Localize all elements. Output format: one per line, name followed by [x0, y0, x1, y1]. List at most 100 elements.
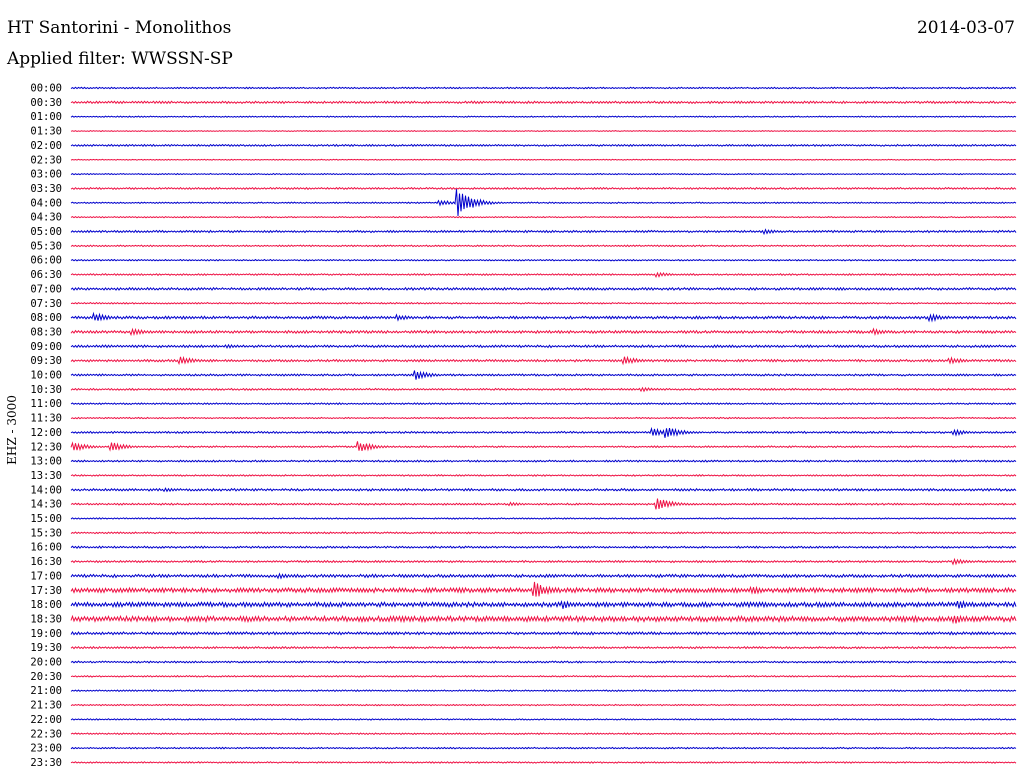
row-time-label: 09:00	[30, 341, 62, 353]
row-time-label: 18:00	[30, 599, 62, 611]
row-time-label: 08:30	[30, 326, 62, 338]
row-time-label: 10:30	[30, 384, 62, 396]
row-time-label: 14:30	[30, 499, 62, 511]
trace-line	[70, 186, 1017, 191]
row-time-label: 12:00	[30, 427, 62, 439]
row-time-label: 19:30	[30, 642, 62, 654]
trace-line	[70, 100, 1017, 105]
trace-line	[70, 441, 1017, 452]
trace-line	[70, 718, 1017, 721]
row-time-label: 02:30	[30, 154, 62, 166]
row-time-label: 17:30	[30, 585, 62, 597]
row-time-label: 22:30	[30, 728, 62, 740]
trace-line	[70, 215, 1017, 219]
trace-line	[70, 746, 1017, 750]
row-time-label: 11:30	[30, 413, 62, 425]
row-time-label: 11:00	[30, 398, 62, 410]
trace-line	[70, 674, 1017, 678]
row-time-label: 04:00	[30, 197, 62, 209]
trace-line	[70, 130, 1017, 133]
trace-line	[70, 459, 1017, 463]
row-time-label: 00:30	[30, 97, 62, 109]
trace-line	[70, 386, 1017, 393]
trace-line	[70, 355, 1017, 366]
row-time-label: 07:30	[30, 298, 62, 310]
trace-line	[70, 286, 1017, 292]
row-time-label: 20:00	[30, 657, 62, 669]
trace-line	[70, 645, 1017, 650]
trace-line	[70, 557, 1017, 566]
date-label: 2014-03-07	[916, 18, 1015, 38]
trace-line	[70, 416, 1017, 420]
trace-line	[70, 370, 1017, 380]
trace-line	[70, 630, 1017, 636]
row-time-label: 13:00	[30, 456, 62, 468]
row-time-label: 16:00	[30, 542, 62, 554]
row-time-label: 12:30	[30, 441, 62, 453]
row-time-label: 17:00	[30, 570, 62, 582]
trace-line	[70, 660, 1017, 664]
trace-line	[70, 327, 1017, 337]
trace-line	[70, 531, 1017, 535]
row-time-label: 03:30	[30, 183, 62, 195]
row-time-label: 21:00	[30, 685, 62, 697]
row-time-label: 15:00	[30, 513, 62, 525]
trace-line	[70, 244, 1017, 248]
trace-line	[70, 474, 1017, 477]
trace-line	[70, 172, 1017, 176]
trace-line	[70, 581, 1017, 597]
trace-line	[70, 761, 1017, 764]
filter-label: Applied filter: WWSSN-SP	[7, 49, 233, 69]
trace-line	[70, 115, 1017, 118]
trace-line	[70, 86, 1017, 90]
trace-line	[70, 487, 1017, 493]
row-time-label: 00:00	[30, 83, 62, 95]
row-time-label: 09:30	[30, 355, 62, 367]
row-time-label: 07:00	[30, 283, 62, 295]
trace-line	[70, 402, 1017, 406]
row-time-label: 20:30	[30, 671, 62, 683]
row-time-label: 03:00	[30, 169, 62, 181]
row-time-label: 08:00	[30, 312, 62, 324]
row-time-label: 01:30	[30, 126, 62, 138]
row-time-label: 10:00	[30, 370, 62, 382]
trace-line	[70, 258, 1017, 262]
trace-line	[70, 498, 1017, 510]
trace-line	[70, 189, 1017, 216]
trace-line	[70, 343, 1017, 349]
station-title: HT Santorini - Monolithos	[7, 18, 232, 38]
row-time-label: 05:00	[30, 226, 62, 238]
trace-line	[70, 271, 1017, 278]
row-time-label: 01:00	[30, 111, 62, 123]
trace-line	[70, 311, 1017, 323]
trace-line	[70, 599, 1017, 609]
row-time-label: 05:30	[30, 240, 62, 252]
trace-line	[70, 426, 1017, 438]
row-time-label: 19:00	[30, 628, 62, 640]
row-time-label: 15:30	[30, 527, 62, 539]
row-time-label: 22:00	[30, 714, 62, 726]
trace-line	[70, 517, 1017, 520]
row-time-label: 16:30	[30, 556, 62, 568]
trace-line	[70, 614, 1017, 625]
trace-line	[70, 301, 1017, 305]
trace-line	[70, 228, 1017, 236]
trace-line	[70, 158, 1017, 161]
row-time-label: 14:00	[30, 484, 62, 496]
trace-line	[70, 703, 1017, 707]
row-time-label: 04:30	[30, 212, 62, 224]
trace-line	[70, 732, 1017, 736]
time-labels: 00:00 00:30 01:00 01:30 02:00 02:30 03:00 03:30…	[30, 83, 62, 769]
row-time-label: 06:30	[30, 269, 62, 281]
row-time-label: 13:30	[30, 470, 62, 482]
row-time-label: 02:00	[30, 140, 62, 152]
traces	[70, 86, 1017, 764]
trace-line	[70, 572, 1017, 580]
row-time-label: 23:30	[30, 757, 62, 769]
row-time-label: 23:00	[30, 743, 62, 755]
row-time-label: 18:30	[30, 613, 62, 625]
trace-line	[70, 689, 1017, 693]
row-time-label: 06:00	[30, 255, 62, 267]
trace-line	[70, 545, 1017, 549]
